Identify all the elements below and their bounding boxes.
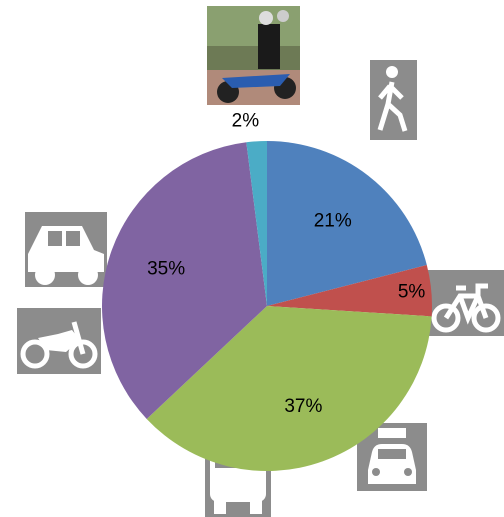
data-label: 2% [232, 111, 260, 132]
motorcycle-photo [207, 6, 300, 105]
chart: 21% 5% 37% 35% 2% [0, 0, 504, 517]
data-label: 5% [398, 281, 426, 302]
bicycle-icon [428, 270, 504, 336]
car-icon [25, 212, 107, 287]
motorcycle-icon [17, 308, 101, 374]
data-label: 37% [284, 396, 322, 417]
data-label: 35% [147, 259, 185, 280]
data-label: 21% [314, 210, 352, 231]
walking-icon [370, 60, 417, 140]
